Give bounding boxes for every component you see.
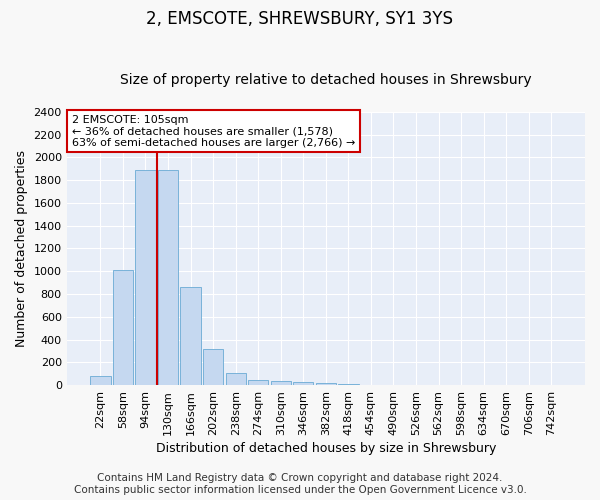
Bar	[248, 380, 268, 385]
Text: Contains HM Land Registry data © Crown copyright and database right 2024.
Contai: Contains HM Land Registry data © Crown c…	[74, 474, 526, 495]
Bar	[113, 270, 133, 385]
Bar	[136, 170, 155, 385]
Bar	[181, 287, 201, 385]
Bar	[90, 376, 110, 385]
Bar	[226, 372, 246, 385]
Text: 2 EMSCOTE: 105sqm
← 36% of detached houses are smaller (1,578)
63% of semi-detac: 2 EMSCOTE: 105sqm ← 36% of detached hous…	[72, 114, 355, 148]
X-axis label: Distribution of detached houses by size in Shrewsbury: Distribution of detached houses by size …	[155, 442, 496, 455]
Bar	[158, 170, 178, 385]
Bar	[271, 380, 291, 385]
Text: 2, EMSCOTE, SHREWSBURY, SY1 3YS: 2, EMSCOTE, SHREWSBURY, SY1 3YS	[146, 10, 454, 28]
Bar	[293, 382, 313, 385]
Bar	[338, 384, 359, 385]
Y-axis label: Number of detached properties: Number of detached properties	[15, 150, 28, 347]
Bar	[203, 349, 223, 385]
Bar	[316, 383, 336, 385]
Title: Size of property relative to detached houses in Shrewsbury: Size of property relative to detached ho…	[120, 73, 532, 87]
